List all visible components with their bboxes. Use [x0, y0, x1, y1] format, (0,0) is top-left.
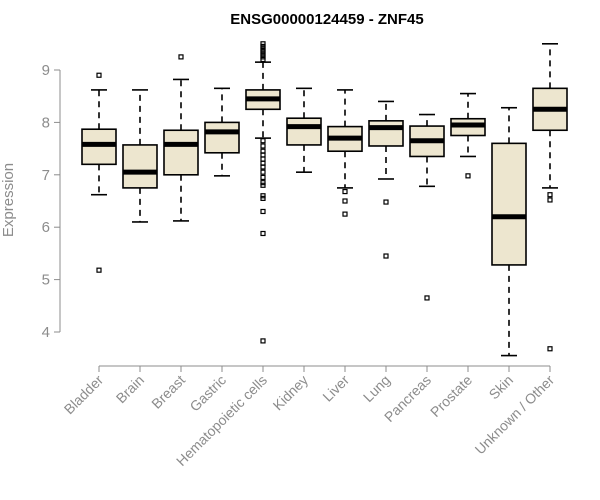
outlier-point: [342, 188, 348, 195]
outlier-point: [260, 143, 266, 149]
axes: 4 5 6 7 8 9: [42, 62, 551, 372]
outlier-point: [260, 182, 266, 188]
y-tick-label: 5: [42, 272, 50, 289]
y-tick-label: 8: [42, 114, 50, 131]
y-tick-label: 6: [42, 219, 50, 236]
outlier-point: [424, 295, 430, 301]
box-iqr: [286, 117, 322, 146]
outlier-point: [260, 230, 266, 237]
outlier-point: [260, 43, 266, 50]
outlier-point: [547, 197, 553, 203]
outlier-point: [260, 193, 266, 199]
outlier-point: [547, 192, 553, 198]
outlier-point: [383, 199, 389, 205]
x-tick-label: Breast: [148, 372, 188, 412]
outlier-point: [342, 211, 348, 217]
box-group: [491, 106, 527, 357]
box-group: [122, 89, 158, 223]
x-tick-label: Kidney: [270, 372, 312, 414]
box-group: [409, 113, 445, 301]
outlier-point: [260, 164, 266, 170]
x-tick-label: Bladder: [61, 372, 107, 418]
outlier-point: [260, 180, 266, 186]
box-iqr: [491, 142, 527, 266]
box-group: [204, 87, 240, 177]
box-group: [327, 89, 363, 217]
box-iqr: [368, 120, 404, 147]
outlier-point: [260, 169, 266, 175]
outlier-point: [547, 346, 553, 352]
plot-area: [81, 41, 568, 357]
outlier-point: [260, 54, 266, 60]
x-tick-label: Lung: [360, 372, 393, 405]
box-group: [163, 54, 199, 222]
outlier-point: [260, 49, 266, 55]
y-tick-label: 4: [42, 324, 50, 341]
outlier-point: [178, 54, 184, 60]
box-group: [450, 92, 486, 179]
outlier-point: [260, 51, 266, 57]
box-group: [532, 42, 568, 352]
x-tick-label: Liver: [319, 372, 352, 405]
y-tick-label: 9: [42, 62, 50, 79]
x-tick-label: Brain: [113, 372, 147, 406]
outlier-point: [260, 195, 266, 201]
y-axis-label: Expression: [0, 163, 17, 237]
outlier-point: [260, 208, 266, 215]
box-iqr: [163, 129, 199, 176]
outlier-point: [260, 338, 266, 344]
outlier-point: [260, 41, 266, 47]
x-tick-label: Prostate: [427, 372, 475, 420]
outlier-point: [260, 156, 266, 162]
box-group: [81, 72, 117, 273]
box-group: [245, 41, 281, 344]
outlier-point: [342, 198, 348, 204]
outlier-point: [260, 174, 266, 181]
box-iqr: [204, 121, 240, 154]
y-tick-label: 7: [42, 167, 50, 184]
box-iqr: [122, 144, 158, 189]
x-tick-label: Skin: [486, 372, 517, 403]
outlier-point: [260, 56, 266, 63]
outlier-point: [260, 138, 266, 144]
outlier-point: [383, 253, 389, 259]
outlier-point: [96, 72, 102, 78]
box-group: [286, 87, 322, 173]
outlier-point: [96, 267, 102, 273]
outlier-point: [465, 173, 471, 179]
outlier-point: [260, 46, 266, 52]
chart-title: ENSG00000124459 - ZNF45: [230, 11, 423, 28]
box-group: [368, 100, 404, 259]
